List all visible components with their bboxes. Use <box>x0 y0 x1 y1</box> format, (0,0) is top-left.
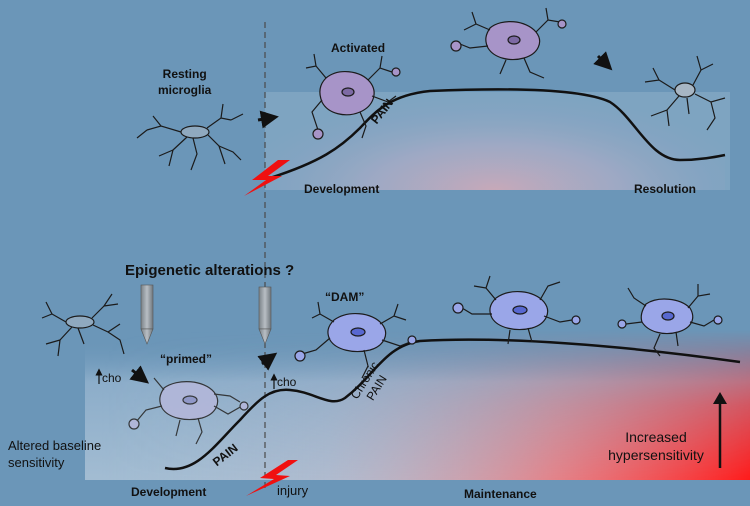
increased-label-line2: hypersensitivity <box>608 447 704 463</box>
resolution-label: Resolution <box>634 182 696 196</box>
primed-label: “primed” <box>160 352 213 366</box>
resting-microglia-cell <box>136 103 244 171</box>
cho-right-label: cho <box>277 375 297 389</box>
altered-baseline-label: Altered baseline sensitivity <box>8 437 101 471</box>
top-development-label: Development <box>304 182 380 196</box>
primed-microglia-cell <box>128 377 249 445</box>
activated-microglia-cell <box>450 7 567 79</box>
bottom-pain-curve <box>164 338 741 471</box>
increased-label-line1: Increased <box>625 429 687 445</box>
arrow-icon <box>593 51 613 71</box>
activated-label: Activated <box>331 41 386 55</box>
arrow-icon <box>257 352 278 371</box>
resolution-microglia-cell <box>644 55 726 131</box>
epigenetic-pin-icon <box>258 286 272 345</box>
lightning-bolt-icon <box>244 160 290 196</box>
bottom-development-label: Development <box>131 485 207 499</box>
epigenetic-pin-icon <box>140 284 154 345</box>
top-pain-curve <box>269 88 726 180</box>
cho-left-label: cho <box>102 371 122 385</box>
maintenance-label: Maintenance <box>464 487 537 501</box>
dam-label: “DAM” <box>325 290 365 304</box>
arrow-icon <box>257 110 279 129</box>
dam-microglia-cell <box>294 301 417 379</box>
altered-label-line2: sensitivity <box>8 455 65 470</box>
altered-label-line1: Altered baseline <box>8 438 102 453</box>
up-arrow-icon <box>713 392 727 468</box>
arrow-icon <box>129 365 150 384</box>
chronic-microglia-cell <box>617 284 723 357</box>
lightning-bolt-icon <box>246 460 298 496</box>
epigenetic-alterations-label: Epigenetic alterations ? <box>125 262 295 279</box>
resting-label-line2: microglia <box>158 83 212 97</box>
resting-label-line1: Resting <box>162 67 207 81</box>
increased-hypersensitivity-label: Increased hypersensitivity <box>592 428 720 464</box>
activated-microglia-cell <box>305 53 401 140</box>
resting-microglia-cell <box>41 293 125 357</box>
injury-label: injury <box>277 483 309 498</box>
chronic-microglia-cell <box>452 275 581 345</box>
resting-microglia-label: Resting microglia <box>158 66 211 98</box>
